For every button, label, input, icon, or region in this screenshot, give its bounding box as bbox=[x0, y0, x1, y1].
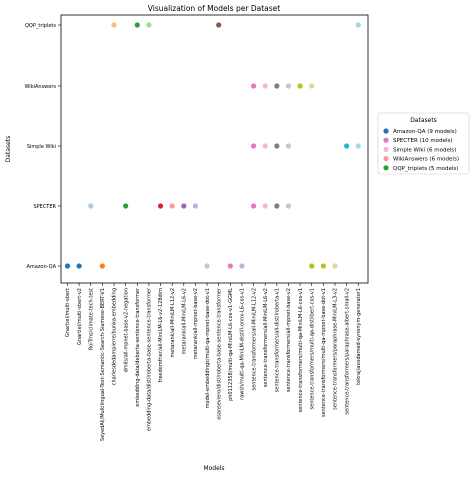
legend-marker bbox=[383, 165, 389, 171]
data-point bbox=[111, 22, 117, 28]
data-point bbox=[344, 143, 350, 149]
y-tick-label: Simple Wiki bbox=[27, 144, 56, 150]
data-point bbox=[88, 203, 94, 209]
data-point bbox=[262, 203, 268, 209]
x-tick-label: sentence-transformers/all-mpnet-base-v2 bbox=[286, 288, 292, 392]
data-point bbox=[250, 83, 257, 89]
legend-items: Amazon-QA (9 models) SPECTER (10 models) S… bbox=[383, 128, 459, 172]
plot-area bbox=[60, 14, 369, 284]
x-tick-label: sentence-transformers/all-MiniLM-L6-v2 bbox=[263, 288, 269, 387]
data-point bbox=[274, 143, 280, 149]
x-tick-label: tekraj/avodamed-synonym-generator1 bbox=[356, 288, 362, 385]
data-point bbox=[297, 83, 303, 89]
y-tick-label: Amazon-QA bbox=[26, 264, 56, 270]
legend-entry: QQP_triplets (5 models) bbox=[393, 166, 458, 172]
data-point bbox=[309, 263, 315, 269]
data-point bbox=[192, 203, 199, 209]
data-point bbox=[355, 22, 361, 28]
x-tick-label: RoiTrns/climate-tech-test bbox=[88, 288, 94, 350]
x-tick-label: metarank/all-MiniLM-L6-v2 bbox=[182, 288, 188, 354]
chart-title: Visualization of Models per Dataset bbox=[148, 4, 280, 13]
data-point bbox=[285, 203, 292, 209]
data-point bbox=[216, 22, 222, 28]
data-point bbox=[239, 263, 245, 269]
x-axis-label: Models bbox=[203, 465, 224, 472]
data-point bbox=[99, 263, 105, 269]
x-tick-label: sentence-transformers/multi-qa-distilber… bbox=[309, 288, 315, 409]
y-axis-label: Datasets bbox=[5, 136, 12, 163]
y-tick-label: SPECTER bbox=[33, 204, 56, 210]
data-point bbox=[250, 203, 257, 209]
legend-marker bbox=[383, 156, 389, 162]
data-point bbox=[332, 263, 338, 269]
x-tick-label: sentence-transformers/paraphrase-MiniLM-… bbox=[333, 288, 339, 410]
data-point bbox=[157, 203, 164, 209]
data-point bbox=[250, 143, 257, 149]
data-point bbox=[146, 22, 152, 28]
data-point bbox=[262, 83, 268, 89]
x-tick-label: ph0112358/multi-qa-MiniLM-L6-cos-v1-GGML bbox=[228, 288, 234, 401]
x-tick-label: embedding-data/deberta-sentence-transfor… bbox=[135, 287, 141, 407]
data-point bbox=[204, 263, 210, 269]
data-point bbox=[320, 263, 326, 269]
x-tick-label: osanseviero/distilroberta-base-sentence-… bbox=[216, 287, 222, 420]
legend-marker bbox=[383, 146, 389, 152]
x-tick-label: sentence-transformers/multi-qa-MiniLM-L6… bbox=[298, 288, 304, 412]
legend-marker bbox=[383, 137, 389, 143]
x-axis: Gnartiel/multi-sbert Gnartiel/multi-sbert… bbox=[65, 283, 362, 441]
y-tick-label: QQP_triplets bbox=[25, 23, 56, 29]
legend-entry: Simple Wiki (6 models) bbox=[393, 147, 456, 153]
x-tick-label: SeyedAli/Multilingual-Text-Semantic-Sear… bbox=[100, 288, 106, 441]
x-tick-label: Gnartiel/multi-sbert-v2 bbox=[77, 288, 83, 345]
data-point bbox=[274, 203, 280, 209]
legend: Datasets Amazon-QA (9 models) SPECTER (10… bbox=[377, 112, 470, 175]
x-tick-label: Gnartiel/multi-sbert bbox=[65, 288, 71, 337]
x-tick-label: rawsh/multi-qa-MiniLM-distill-onnx-L6-co… bbox=[240, 288, 246, 400]
legend-entry: WikiAnswers (6 models) bbox=[393, 157, 459, 163]
data-point bbox=[285, 83, 292, 89]
x-tick-label: sentence-transformers/all-MiniLM-L12-v2 bbox=[251, 288, 257, 390]
data-point bbox=[123, 203, 129, 209]
legend-entry: Amazon-QA (9 models) bbox=[393, 129, 457, 135]
x-tick-label: dmlls/all-mpnet-base-v2-negation bbox=[123, 288, 129, 372]
data-point bbox=[262, 143, 268, 149]
data-point bbox=[227, 263, 233, 269]
x-tick-label: embedding-data/distilroberta-base-senten… bbox=[147, 287, 153, 431]
legend-entry: SPECTER (10 models) bbox=[393, 138, 453, 144]
data-point bbox=[134, 22, 140, 28]
data-points bbox=[64, 22, 361, 269]
data-point bbox=[309, 83, 315, 89]
x-tick-label: metarank/all-mpnet-base-v2 bbox=[193, 288, 199, 359]
data-point bbox=[169, 203, 175, 209]
x-tick-label: freedomfrier/all-MiniLM-L6-v2-128dim bbox=[158, 288, 164, 382]
legend-box bbox=[377, 112, 470, 175]
x-tick-label: sentence-transformers/paraphrase-albert-… bbox=[344, 288, 350, 415]
y-axis: Amazon-QA SPECTER Simple Wiki WikiAnswers QQ… bbox=[24, 23, 61, 270]
legend-marker bbox=[383, 128, 389, 134]
data-point bbox=[76, 263, 82, 269]
legend-title: Datasets bbox=[410, 117, 437, 124]
y-tick-label: WikiAnswers bbox=[24, 84, 56, 90]
data-point bbox=[274, 83, 280, 89]
data-point bbox=[355, 143, 361, 149]
x-tick-label: charlesdedampierre/bunka-embedding bbox=[112, 288, 118, 385]
x-tick-label: sentence-transformers/all-distilroberta-… bbox=[275, 288, 281, 392]
data-point bbox=[64, 263, 71, 269]
data-point bbox=[285, 143, 292, 149]
data-point bbox=[181, 203, 187, 209]
x-tick-label: metarank/all-MiniLM-L12-v2 bbox=[170, 288, 176, 358]
x-tick-label: model-embeddings/multi-qa-mpnet-base-dot… bbox=[205, 288, 211, 408]
x-tick-label: sentence-transformers/multi-qa-mpnet-bas… bbox=[321, 288, 327, 417]
